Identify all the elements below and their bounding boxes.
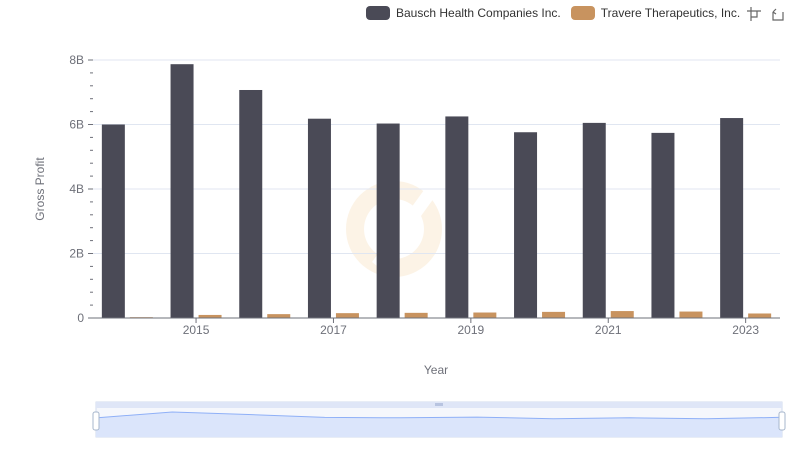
legend-item-travere[interactable]: Travere Therapeutics, Inc. (570, 6, 741, 20)
x-tick-label: 2023 (732, 323, 759, 337)
bar-bausch (376, 123, 400, 318)
y-tick-label: 4B (69, 182, 84, 196)
x-tick-label: 2021 (595, 323, 622, 337)
y-axis-ticks: 0 2B 4B 6B 8B (69, 53, 93, 325)
y-tick-label: 0 (77, 311, 84, 325)
bar-bausch (239, 89, 263, 319)
x-tick-label: 2019 (457, 323, 484, 337)
bar-bausch (101, 124, 125, 318)
bar-bausch (445, 116, 469, 318)
slider-preview-line (95, 411, 783, 420)
restore-icon[interactable] (770, 6, 786, 22)
bar-bausch (720, 118, 744, 318)
slider-left-handle[interactable] (92, 411, 100, 431)
x-axis-ticks: 2015 2017 2019 2021 2023 (183, 318, 759, 337)
bar-bausch (170, 64, 194, 318)
zoom-icon[interactable] (746, 6, 762, 22)
legend-swatch-travere (570, 6, 595, 20)
toolbox (746, 6, 794, 22)
bar-travere (679, 311, 703, 318)
y-tick-label: 6B (69, 118, 84, 132)
bar-travere (473, 312, 497, 318)
data-zoom-slider[interactable] (92, 401, 786, 438)
bar-travere (198, 314, 222, 318)
bar-travere (335, 313, 359, 318)
bar-bausch (514, 132, 538, 318)
bar-travere (610, 311, 634, 318)
y-tick-label: 8B (69, 53, 84, 67)
bar-travere (542, 311, 566, 318)
y-axis-title: Gross Profit (33, 157, 47, 221)
bar-travere (748, 313, 772, 318)
legend: Bausch Health Companies Inc. Travere The… (366, 4, 750, 22)
x-tick-label: 2015 (183, 323, 210, 337)
y-minor-ticks (90, 72, 93, 306)
bar-bausch (651, 132, 675, 318)
bar-bausch (307, 118, 331, 318)
bar-travere (404, 312, 428, 318)
legend-label-bausch: Bausch Health Companies Inc. (396, 6, 561, 20)
bar-travere (267, 314, 291, 318)
slider-move-handle[interactable] (435, 403, 443, 406)
legend-label-travere: Travere Therapeutics, Inc. (600, 6, 741, 20)
legend-item-bausch[interactable]: Bausch Health Companies Inc. (366, 6, 561, 20)
x-axis-title: Year (424, 363, 448, 377)
y-tick-label: 2B (69, 247, 84, 261)
bar-bausch (582, 122, 606, 318)
slider-right-handle[interactable] (778, 411, 786, 431)
x-tick-label: 2017 (320, 323, 347, 337)
legend-swatch-bausch (366, 6, 390, 20)
bars (101, 64, 772, 319)
